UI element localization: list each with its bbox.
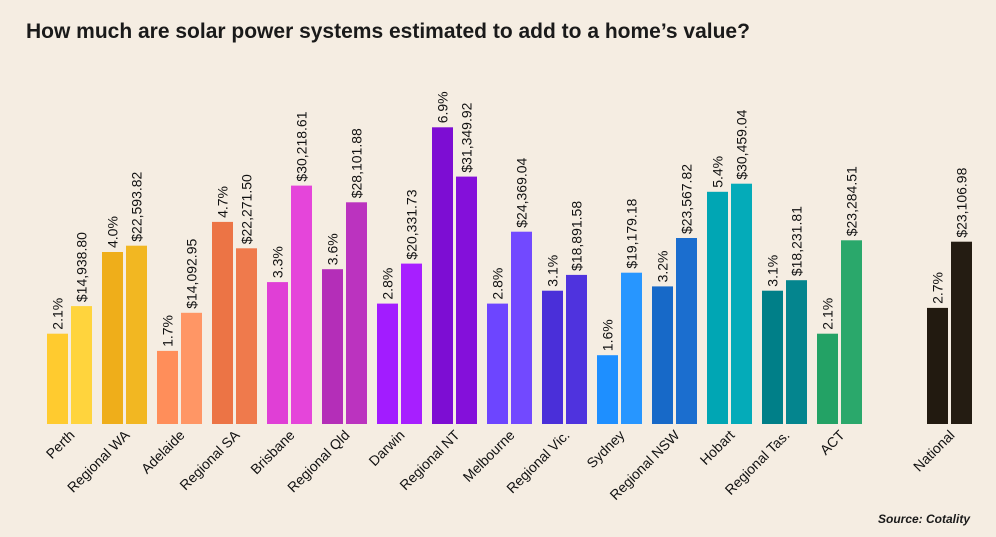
bar-brisbane-dollar	[291, 185, 312, 424]
category-label-brisbane: Brisbane	[247, 427, 298, 478]
bar-regional-nsw-dollar	[676, 238, 697, 424]
bar-hobart-dollar	[731, 183, 752, 424]
bar-regional-wa-pct	[102, 252, 123, 424]
data-label-brisbane-pct: 3.3%	[270, 246, 286, 278]
bar-regional-nt-dollar	[456, 176, 477, 424]
data-label-act-dollar: $23,284.51	[844, 166, 860, 236]
data-label-regional-nsw-dollar: $23,567.82	[679, 164, 695, 234]
bar-national-dollar	[951, 241, 972, 424]
bar-adelaide-pct	[157, 350, 178, 424]
data-label-regional-nt-dollar: $31,349.92	[459, 102, 475, 172]
data-label-national-pct: 2.7%	[930, 272, 946, 304]
data-label-darwin-dollar: $20,331.73	[404, 189, 420, 259]
data-label-act-pct: 2.1%	[820, 298, 836, 330]
bar-national-pct	[927, 307, 948, 424]
category-label-regional-nt: Regional NT	[396, 427, 463, 494]
bar-regional-wa-dollar	[126, 245, 147, 424]
chart-title: How much are solar power systems estimat…	[26, 20, 750, 43]
bar-act-dollar	[841, 240, 862, 424]
data-label-regional-nt-pct: 6.9%	[435, 91, 451, 123]
data-label-hobart-dollar: $30,459.04	[734, 109, 750, 179]
category-label-sydney: Sydney	[583, 427, 627, 471]
bar-darwin-pct	[377, 303, 398, 424]
data-label-hobart-pct: 5.4%	[710, 156, 726, 188]
category-label-perth: Perth	[43, 427, 78, 462]
bar-regional-nsw-pct	[652, 286, 673, 424]
data-label-sydney-pct: 1.6%	[600, 319, 616, 351]
bar-regional-nt-pct	[432, 127, 453, 425]
data-label-sydney-dollar: $19,179.18	[624, 198, 640, 268]
data-label-perth-dollar: $14,938.80	[74, 232, 90, 302]
data-label-melbourne-pct: 2.8%	[490, 268, 506, 300]
source-note: Source: Cotality	[877, 512, 970, 526]
data-label-regional-wa-dollar: $22,593.82	[129, 171, 145, 241]
bar-regional-tas-pct	[762, 290, 783, 424]
bar-hobart-pct	[707, 191, 728, 424]
bar-regional-sa-dollar	[236, 248, 257, 424]
data-label-darwin-pct: 2.8%	[380, 268, 396, 300]
data-label-national-dollar: $23,106.98	[954, 167, 970, 237]
data-label-regional-tas-pct: 3.1%	[765, 255, 781, 287]
bar-sydney-pct	[597, 355, 618, 424]
bar-regional-qld-dollar	[346, 202, 367, 424]
bar-melbourne-dollar	[511, 231, 532, 424]
bar-adelaide-dollar	[181, 312, 202, 424]
bar-regional-sa-pct	[212, 221, 233, 424]
bar-brisbane-pct	[267, 282, 288, 424]
category-label-melbourne: Melbourne	[460, 427, 518, 485]
data-label-perth-pct: 2.1%	[50, 298, 66, 330]
bar-perth-pct	[47, 333, 68, 424]
data-label-regional-nsw-pct: 3.2%	[655, 250, 671, 282]
data-label-regional-sa-dollar: $22,271.50	[239, 174, 255, 244]
bar-melbourne-pct	[487, 303, 508, 424]
bar-sydney-dollar	[621, 272, 642, 424]
category-label-regional-sa: Regional SA	[176, 426, 243, 493]
data-label-regional-vic-pct: 3.1%	[545, 255, 561, 287]
data-label-brisbane-dollar: $30,218.61	[294, 111, 310, 181]
data-label-regional-qld-pct: 3.6%	[325, 233, 341, 265]
data-label-adelaide-pct: 1.7%	[160, 315, 176, 347]
data-label-regional-vic-dollar: $18,891.58	[569, 201, 585, 271]
bar-perth-dollar	[71, 306, 92, 424]
bar-regional-vic-pct	[542, 290, 563, 424]
data-label-regional-sa-pct: 4.7%	[215, 186, 231, 218]
category-label-act: ACT	[817, 426, 848, 457]
data-label-melbourne-dollar: $24,369.04	[514, 157, 530, 227]
bar-regional-vic-dollar	[566, 274, 587, 424]
category-label-adelaide: Adelaide	[138, 427, 188, 477]
category-label-darwin: Darwin	[365, 427, 407, 469]
category-label-national: National	[910, 427, 958, 475]
data-label-regional-wa-pct: 4.0%	[105, 216, 121, 248]
data-label-regional-qld-dollar: $28,101.88	[349, 128, 365, 198]
data-label-adelaide-dollar: $14,092.95	[184, 239, 200, 309]
bar-act-pct	[817, 333, 838, 424]
bar-regional-tas-dollar	[786, 280, 807, 424]
bar-regional-qld-pct	[322, 269, 343, 424]
category-label-hobart: Hobart	[697, 427, 738, 468]
bar-darwin-dollar	[401, 263, 422, 424]
data-label-regional-tas-dollar: $18,231.81	[789, 206, 805, 276]
